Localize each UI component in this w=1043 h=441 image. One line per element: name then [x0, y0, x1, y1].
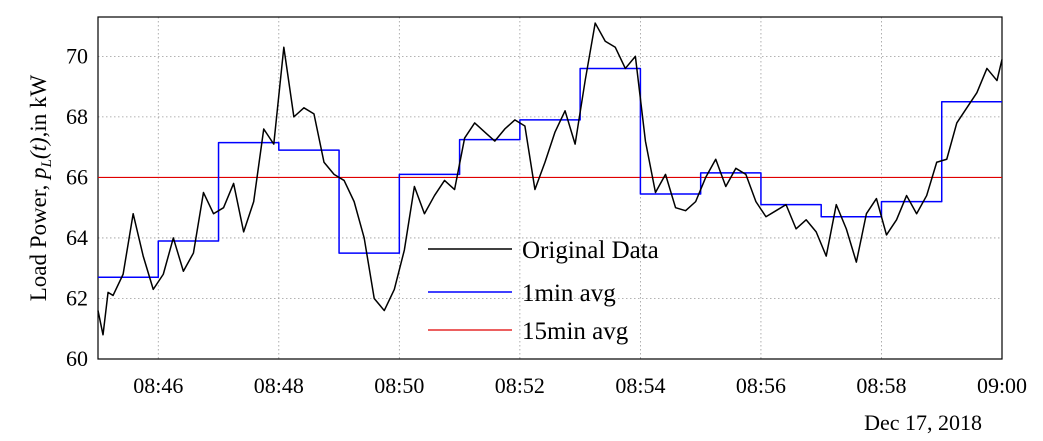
x-tick-label: 08:46: [133, 373, 183, 398]
plot-area-border: [97, 16, 1003, 360]
x-tick-label: 09:00: [977, 373, 1027, 398]
grid-lines: [98, 17, 1002, 359]
y-tick-labels: 60 62 64 66 68 70: [66, 43, 88, 371]
x-tick-labels: 08:46 08:48 08:50 08:52 08:54 08:56 08:58 09:00: [133, 373, 1027, 398]
x-tick-label: 08:50: [374, 373, 424, 398]
legend: Original Data 1min avg 15min avg: [428, 237, 659, 345]
legend-label-1min: 1min avg: [522, 280, 616, 307]
x-tick-label: 08:54: [615, 373, 665, 398]
x-tick-label: 08:56: [736, 373, 786, 398]
series-layer: [97, 22, 1003, 336]
y-tick-label: 66: [66, 164, 88, 189]
series-line-original-data: [97, 22, 1003, 336]
x-tick-label: 08:48: [254, 373, 304, 398]
legend-label-original: Original Data: [522, 237, 659, 264]
legend-label-15min: 15min avg: [522, 318, 629, 345]
y-tick-label: 70: [66, 43, 88, 68]
y-axis-label: Load Power, pL(t),in kW: [26, 74, 55, 301]
date-label: Dec 17, 2018: [864, 410, 982, 435]
y-tick-label: 64: [66, 225, 88, 250]
series-line-1min-avg: [98, 67, 1002, 279]
y-tick-label: 68: [66, 104, 88, 129]
y-tick-label: 62: [66, 285, 88, 310]
x-tick-label: 08:52: [495, 373, 545, 398]
x-tick-label: 08:58: [856, 373, 906, 398]
y-tick-label: 60: [66, 346, 88, 371]
